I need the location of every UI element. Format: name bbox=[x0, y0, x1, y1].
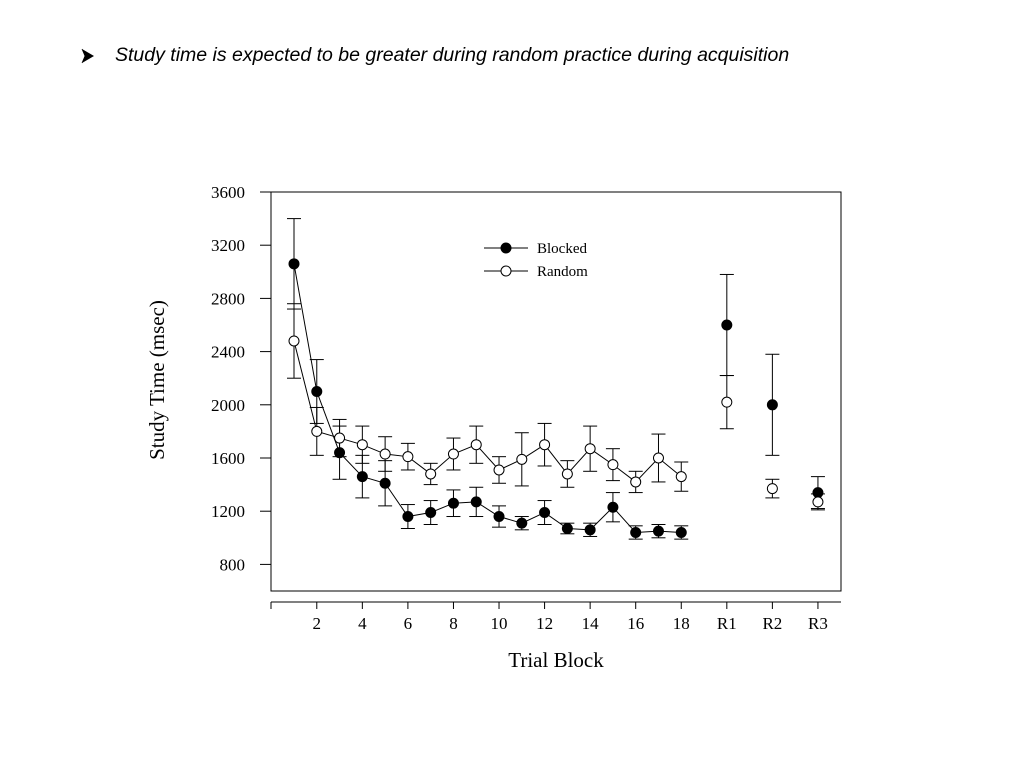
data-point bbox=[379, 477, 391, 489]
y-tick-label: 800 bbox=[220, 555, 246, 574]
data-point bbox=[425, 507, 437, 519]
y-tick-label: 1200 bbox=[211, 502, 245, 521]
data-point bbox=[607, 459, 619, 471]
x-tick-label: 6 bbox=[404, 614, 413, 633]
data-point bbox=[516, 517, 528, 529]
data-point bbox=[766, 399, 778, 411]
data-point bbox=[652, 525, 664, 537]
series-blocked bbox=[287, 218, 825, 540]
y-tick-label: 3200 bbox=[211, 236, 245, 255]
legend-label: Blocked bbox=[537, 241, 587, 257]
series-random bbox=[287, 303, 825, 511]
x-tick-label: R3 bbox=[808, 614, 828, 633]
data-point bbox=[766, 483, 778, 495]
data-point bbox=[630, 476, 642, 488]
legend: Blocked Random bbox=[484, 241, 588, 280]
x-tick-label: 14 bbox=[582, 614, 600, 633]
data-point bbox=[675, 471, 687, 483]
data-point bbox=[516, 453, 528, 465]
data-point bbox=[356, 439, 368, 451]
series-line-blocked bbox=[293, 263, 682, 533]
x-axis-ticks: 2 4 6 8 10 12 14 16 18 R1 R2 R3 bbox=[313, 602, 828, 633]
data-point bbox=[470, 496, 482, 508]
data-point bbox=[584, 524, 596, 536]
y-axis-label: Study Time (msec) bbox=[145, 300, 169, 460]
data-point bbox=[584, 443, 596, 455]
data-point bbox=[379, 448, 391, 460]
legend-label: Random bbox=[537, 264, 588, 280]
x-tick-label: 2 bbox=[313, 614, 322, 633]
data-point bbox=[402, 511, 414, 523]
y-tick-label: 3600 bbox=[211, 183, 245, 202]
data-point bbox=[288, 335, 300, 347]
x-tick-label: 10 bbox=[491, 614, 508, 633]
y-tick-label: 2800 bbox=[211, 289, 245, 308]
data-point bbox=[447, 448, 459, 460]
data-point bbox=[675, 526, 687, 538]
data-point bbox=[493, 464, 505, 476]
axes bbox=[270, 191, 842, 609]
series-group bbox=[287, 218, 825, 540]
data-point bbox=[721, 319, 733, 331]
x-tick-label: 8 bbox=[449, 614, 458, 633]
legend-marker bbox=[500, 242, 512, 254]
x-axis-label: Trial Block bbox=[508, 648, 604, 672]
data-point bbox=[425, 468, 437, 480]
data-point bbox=[402, 451, 414, 463]
data-point bbox=[721, 396, 733, 408]
data-point bbox=[630, 526, 642, 538]
bullet-item: Study time is expected to be greater dur… bbox=[80, 44, 789, 67]
data-point bbox=[561, 522, 573, 534]
y-tick-label: 1600 bbox=[211, 449, 245, 468]
x-tick-label: 16 bbox=[627, 614, 644, 633]
arrow-bullet-icon bbox=[81, 48, 94, 63]
data-point bbox=[334, 432, 346, 444]
x-tick-label: R2 bbox=[762, 614, 782, 633]
data-point bbox=[311, 425, 323, 437]
data-point bbox=[493, 511, 505, 523]
x-tick-label: R1 bbox=[717, 614, 737, 633]
y-axis-ticks: 800 1200 1600 2000 2400 2800 3200 3600 bbox=[211, 183, 271, 574]
data-point bbox=[652, 452, 664, 464]
data-point bbox=[561, 468, 573, 480]
bullet-text: Study time is expected to be greater dur… bbox=[115, 44, 790, 66]
y-tick-label: 2400 bbox=[211, 343, 245, 362]
data-point bbox=[356, 471, 368, 483]
y-tick-label: 2000 bbox=[211, 396, 245, 415]
data-point bbox=[288, 258, 300, 270]
x-tick-label: 12 bbox=[536, 614, 553, 633]
data-point bbox=[539, 439, 551, 451]
data-point bbox=[447, 497, 459, 509]
data-point bbox=[812, 496, 824, 508]
data-point bbox=[607, 501, 619, 513]
data-point bbox=[470, 439, 482, 451]
x-tick-label: 4 bbox=[358, 614, 367, 633]
data-point bbox=[311, 386, 323, 397]
plot-frame bbox=[270, 191, 842, 592]
x-tick-label: 18 bbox=[673, 614, 690, 633]
legend-marker bbox=[500, 265, 512, 277]
data-point bbox=[539, 507, 551, 519]
series-line-random bbox=[293, 340, 682, 483]
